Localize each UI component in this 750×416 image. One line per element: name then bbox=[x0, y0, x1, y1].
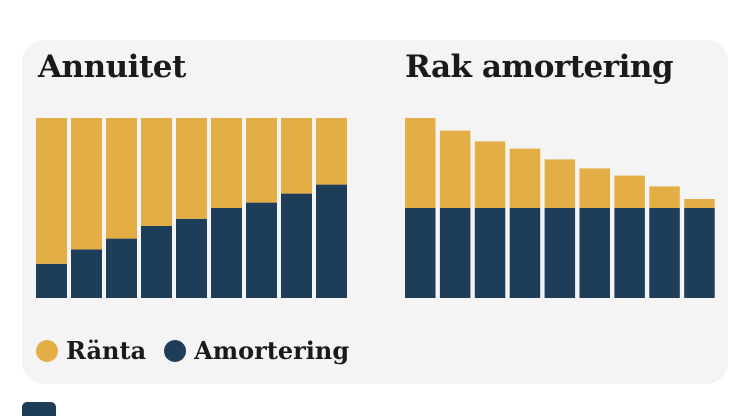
bar-rak-1-ranta bbox=[405, 118, 436, 208]
bar-annuitet-6-ranta bbox=[211, 118, 242, 208]
bar-rak-1-amortering bbox=[405, 208, 436, 298]
bar-annuitet-7-ranta bbox=[246, 118, 277, 203]
bar-annuitet-9-amortering bbox=[316, 184, 347, 298]
bar-rak-9-amortering bbox=[684, 208, 715, 298]
bar-annuitet-3-amortering bbox=[106, 238, 137, 298]
legend-swatch-ranta bbox=[36, 339, 58, 362]
legend-swatch-amortering bbox=[164, 339, 187, 362]
bar-annuitet-4-ranta bbox=[141, 118, 172, 226]
bar-rak-5-ranta bbox=[544, 159, 576, 208]
legend-item-amortering: Amortering bbox=[164, 336, 349, 365]
bar-rak-2-ranta bbox=[439, 130, 471, 208]
bar-annuitet-4-amortering bbox=[141, 226, 172, 298]
bar-annuitet-5-amortering bbox=[176, 218, 207, 298]
bar-rak-4-ranta bbox=[509, 148, 541, 208]
chart-title-rak-amortering: Rak amortering bbox=[405, 49, 674, 85]
bar-annuitet-8-ranta bbox=[281, 118, 312, 194]
bar-annuitet-1-ranta bbox=[36, 118, 67, 264]
legend: Ränta Amortering bbox=[36, 336, 367, 365]
bar-rak-9-ranta bbox=[684, 199, 715, 208]
bar-rak-7-ranta bbox=[614, 175, 645, 208]
chart-card bbox=[22, 40, 728, 384]
bar-annuitet-9-ranta bbox=[316, 118, 347, 185]
bar-annuitet-2-ranta bbox=[71, 118, 102, 250]
bar-rak-3-ranta bbox=[474, 141, 506, 208]
bar-annuitet-8-amortering bbox=[281, 193, 312, 298]
bar-rak-3-amortering bbox=[474, 208, 506, 298]
bar-rak-7-amortering bbox=[614, 208, 645, 298]
legend-label-ranta: Ränta bbox=[66, 336, 147, 365]
legend-label-amortering: Amortering bbox=[194, 336, 350, 365]
bar-rak-4-amortering bbox=[509, 208, 541, 298]
bar-rak-5-amortering bbox=[544, 208, 576, 298]
bar-annuitet-7-amortering bbox=[246, 202, 277, 298]
legend-item-ranta: Ränta bbox=[36, 336, 146, 365]
bar-rak-2-amortering bbox=[439, 208, 471, 298]
bar-annuitet-1-amortering bbox=[36, 263, 67, 298]
chart-title-annuitet: Annuitet bbox=[38, 49, 186, 85]
bar-rak-6-ranta bbox=[579, 168, 610, 208]
bar-rak-8-ranta bbox=[649, 186, 680, 208]
bar-rak-8-amortering bbox=[649, 208, 680, 298]
bar-annuitet-3-ranta bbox=[106, 118, 137, 239]
bar-annuitet-2-amortering bbox=[71, 249, 102, 298]
bar-rak-6-amortering bbox=[579, 208, 610, 298]
bottom-icon-stub bbox=[22, 402, 56, 416]
bar-annuitet-5-ranta bbox=[176, 118, 207, 219]
bar-annuitet-6-amortering bbox=[211, 208, 242, 298]
